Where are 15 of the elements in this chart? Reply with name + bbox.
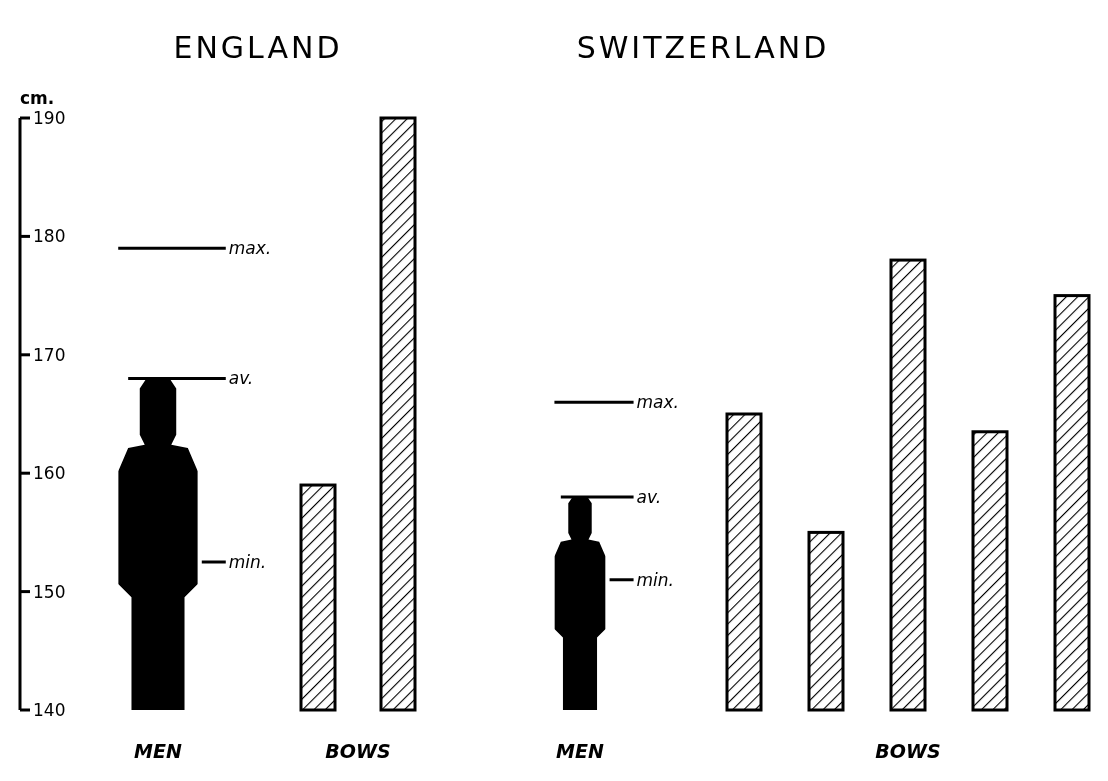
y-tick-label: 150 bbox=[33, 581, 66, 602]
y-tick-label: 160 bbox=[33, 463, 66, 484]
ref-line-label: min. bbox=[636, 569, 675, 590]
ref-line-label: av. bbox=[636, 486, 662, 507]
ref-line-label: max. bbox=[636, 392, 680, 413]
ref-line-label: min. bbox=[228, 552, 267, 572]
ref-line-label: max. bbox=[228, 238, 272, 259]
chart-title: SWITZERLAND bbox=[576, 30, 830, 65]
chart-title: ENGLAND bbox=[173, 30, 343, 65]
y-tick-label: 180 bbox=[33, 226, 66, 247]
ref-line-label: av. bbox=[228, 368, 254, 389]
y-tick-label: 170 bbox=[33, 344, 66, 365]
y-axis-title: cm. bbox=[20, 88, 55, 108]
y-tick-label: 190 bbox=[33, 108, 66, 128]
y-tick-label: 140 bbox=[33, 700, 66, 720]
